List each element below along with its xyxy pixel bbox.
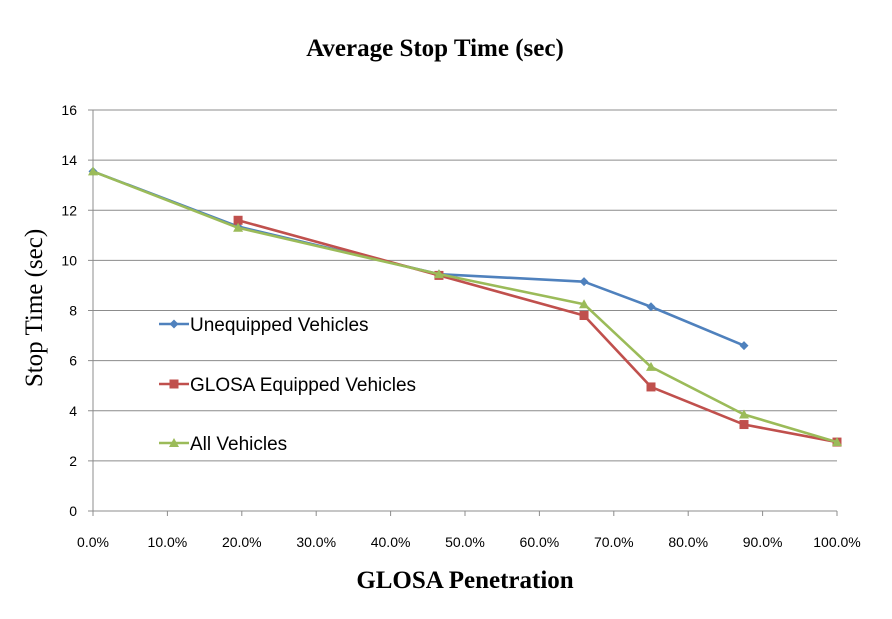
x-tick-label: 70.0% [594, 534, 634, 550]
y-axis-label: Stop Time (sec) [21, 229, 48, 387]
legend-marker [169, 379, 179, 389]
data-point [233, 222, 244, 232]
data-point [739, 341, 749, 351]
data-point [646, 302, 656, 312]
y-tick-label: 10 [61, 252, 77, 268]
data-point [646, 382, 656, 392]
x-tick-label: 80.0% [668, 534, 708, 550]
data-point [579, 311, 589, 321]
y-tick-label: 8 [69, 303, 77, 319]
legend-marker [169, 438, 179, 447]
y-tick-label: 16 [61, 102, 77, 118]
legend-item-all-vehicles: All Vehicles [159, 434, 287, 455]
series-line [92, 170, 838, 444]
legend-label: Unequipped Vehicles [190, 315, 369, 336]
y-tick-label: 6 [69, 353, 77, 369]
y-tick-labels: 0 2 4 6 8 10 12 14 16 [61, 102, 77, 519]
data-point [579, 299, 590, 309]
x-tick-label: 30.0% [296, 534, 336, 550]
x-tick-label: 0.0% [77, 534, 109, 550]
grid [93, 109, 837, 462]
data-point [433, 269, 444, 279]
data-point [233, 215, 243, 225]
legend-marker [169, 319, 179, 329]
y-tick-label: 0 [69, 503, 77, 519]
y-tick-label: 4 [69, 403, 77, 419]
legend-item-unequipped-vehicles: Unequipped Vehicles [159, 315, 369, 336]
data-point [88, 166, 98, 176]
legend-label: All Vehicles [190, 434, 287, 455]
x-tick-label: 100.0% [813, 534, 860, 550]
data-point [739, 420, 749, 430]
y-tick-label: 2 [69, 453, 77, 469]
series-unequipped-vehicles [88, 166, 749, 351]
series [88, 166, 842, 447]
data-point [739, 409, 749, 419]
y-tick-label: 12 [61, 202, 77, 218]
legend: Unequipped Vehicles GLOSA Equipped Vehicl… [159, 315, 416, 455]
series-all-vehicles [88, 166, 842, 447]
data-point [579, 277, 589, 287]
y-tick-label: 14 [61, 152, 77, 168]
x-tick-label: 20.0% [222, 534, 262, 550]
x-tick-label: 10.0% [148, 534, 188, 550]
x-tick-label: 50.0% [445, 534, 485, 550]
data-point [646, 361, 656, 371]
legend-item-glosa-equipped-vehicles: GLOSA Equipped Vehicles [159, 375, 416, 396]
axes [88, 109, 838, 516]
data-point [832, 437, 842, 447]
chart-title: Average Stop Time (sec) [306, 35, 564, 62]
x-tick-label: 40.0% [371, 534, 411, 550]
x-axis-label: GLOSA Penetration [356, 567, 573, 594]
x-tick-labels: 0.0% 10.0% 20.0% 30.0% 40.0% 50.0% 60.0% 70.0% 8… [77, 534, 861, 550]
x-tick-label: 90.0% [743, 534, 783, 550]
x-tick-label: 60.0% [520, 534, 560, 550]
legend-label: GLOSA Equipped Vehicles [190, 375, 416, 396]
